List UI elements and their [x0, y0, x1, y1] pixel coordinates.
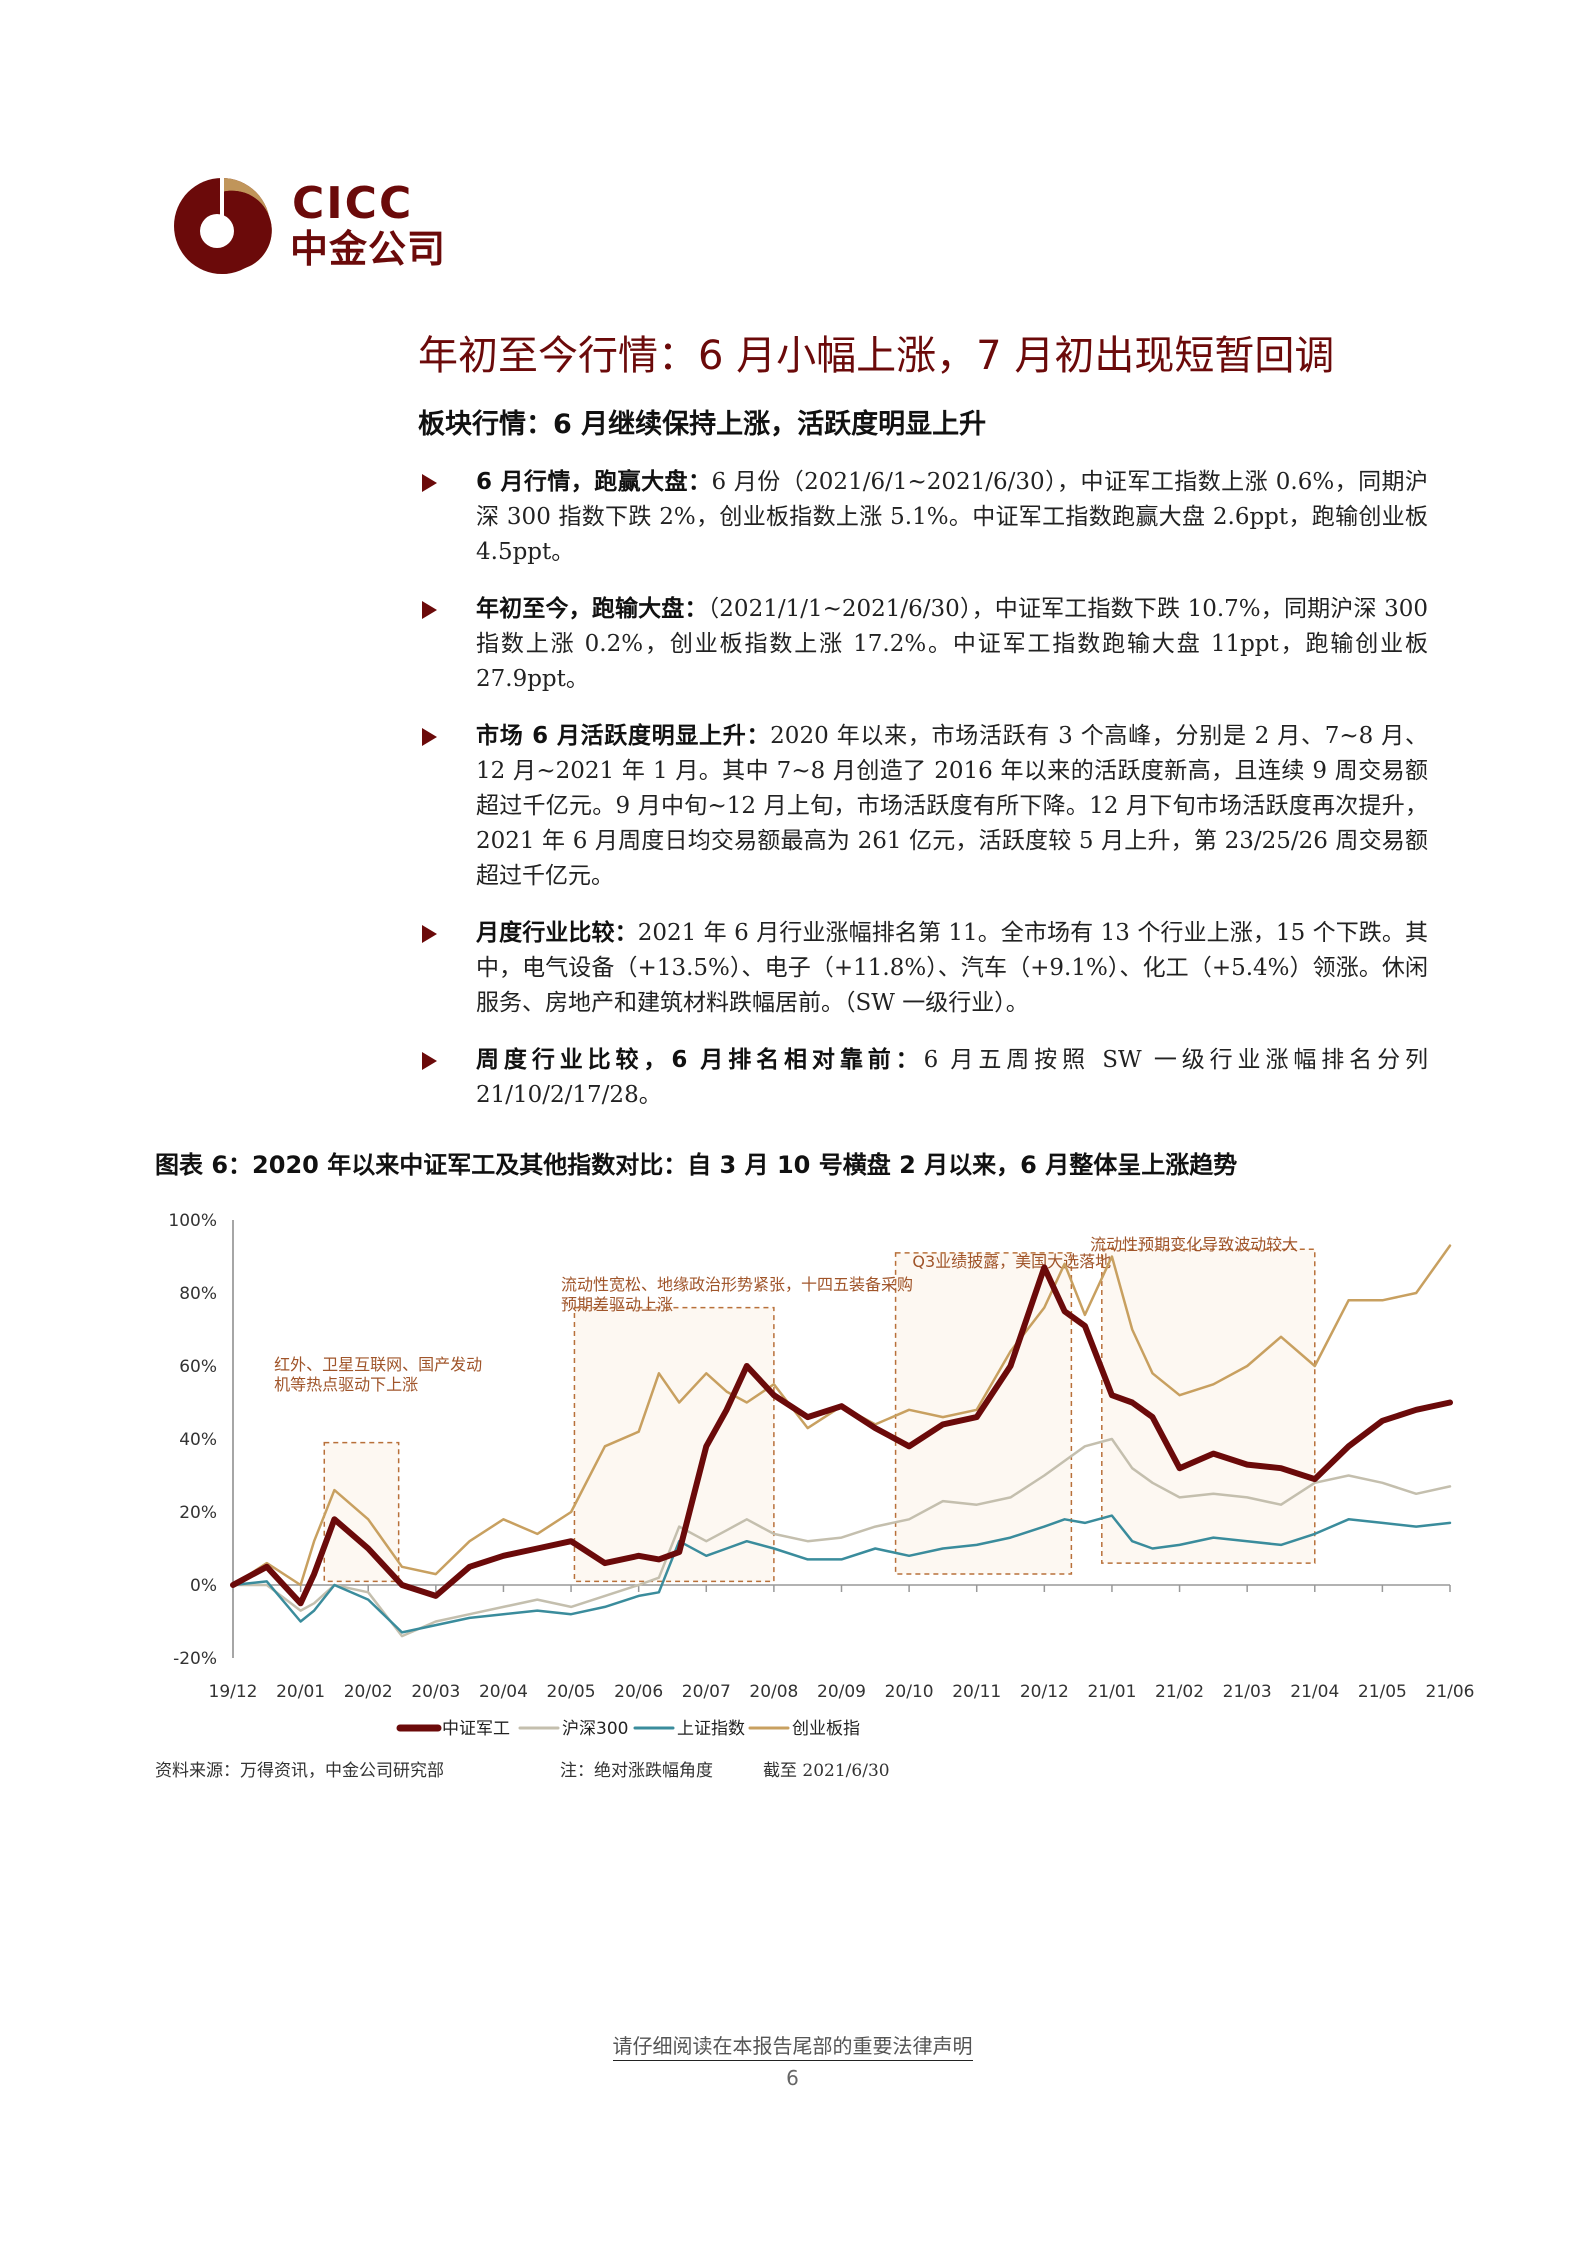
series-line [231, 1514, 1452, 1634]
bullet-item: 月度行业比较：2021 年 6 月行业涨幅排名第 11。全市场有 13 个行业上… [418, 916, 1428, 1021]
x-tick-label: 20/05 [547, 1682, 596, 1702]
annotation-text: 预期差驱动上涨 [561, 1295, 673, 1314]
y-tick-label: 60% [179, 1357, 217, 1377]
bullet-lead: 周度行业比较，6 月排名相对靠前： [476, 1047, 924, 1073]
bullet-item: 市场 6 月活跃度明显上升：2020 年以来，市场活跃有 3 个高峰，分别是 2… [418, 719, 1428, 894]
annotation-text: Q3业绩披露，美国大选落地 [912, 1252, 1111, 1271]
bullet-item: 周度行业比较，6 月排名相对靠前：6 月五周按照 SW 一级行业涨幅排名分列 2… [418, 1043, 1428, 1113]
figure-source: 资料来源：万得资讯，中金公司研究部 [155, 1761, 444, 1781]
bullet-item: 年初至今，跑输大盘：（2021/1/1~2021/6/30），中证军工指数下跌 … [418, 592, 1428, 697]
legend-label: 创业板指 [792, 1719, 860, 1739]
series-line [231, 1437, 1452, 1638]
y-tick-label: 100% [168, 1211, 217, 1231]
annotation-text: 流动性宽松、地缘政治形势紧张，十四五装备采购 [561, 1275, 913, 1294]
x-tick-label: 21/05 [1358, 1682, 1407, 1702]
legend-label: 上证指数 [677, 1719, 745, 1739]
x-tick-label: 20/01 [276, 1682, 325, 1702]
x-tick-label: 21/01 [1087, 1682, 1136, 1702]
legend-label: 沪深300 [562, 1719, 628, 1739]
annotation-text: 流动性预期变化导致波动较大 [1090, 1235, 1298, 1254]
section-subtitle: 板块行情：6 月继续保持上涨，活跃度明显上升 [418, 409, 987, 440]
triangle-bullet-icon [422, 728, 437, 746]
bullet-item: 6 月行情，跑赢大盘：6 月份（2021/6/1~2021/6/30），中证军工… [418, 465, 1428, 570]
brand-name-en: CICC [292, 178, 414, 229]
y-tick-label: 80% [179, 1284, 217, 1304]
x-tick-label: 20/03 [411, 1682, 460, 1702]
x-tick-label: 20/02 [344, 1682, 393, 1702]
bullet-lead: 6 月行情，跑赢大盘： [476, 469, 712, 495]
x-tick-label: 20/08 [749, 1682, 798, 1702]
triangle-bullet-icon [422, 601, 437, 619]
x-tick-label: 21/02 [1155, 1682, 1204, 1702]
bullet-text: 2021 年 6 月行业涨幅排名第 11。全市场有 13 个行业上涨，15 个下… [476, 920, 1429, 1016]
y-tick-label: -20% [173, 1649, 217, 1669]
y-tick-label: 40% [179, 1430, 217, 1450]
bullet-list: 6 月行情，跑赢大盘：6 月份（2021/6/1~2021/6/30），中证军工… [418, 465, 1428, 1135]
x-tick-label: 21/04 [1290, 1682, 1339, 1702]
x-tick-label: 20/10 [885, 1682, 934, 1702]
x-tick-label: 21/06 [1426, 1682, 1475, 1702]
bullet-text: （2021/1/1~2021/6/30），中证军工指数下跌 10.7%，同期沪深… [476, 596, 1428, 692]
y-tick-label: 20% [179, 1503, 217, 1523]
figure-title: 图表 6：2020 年以来中证军工及其他指数对比：自 3 月 10 号横盘 2 … [155, 1151, 1238, 1179]
bullet-lead: 月度行业比较： [476, 920, 638, 946]
series-line [230, 1264, 1453, 1607]
page-number: 6 [786, 2066, 799, 2090]
x-tick-label: 20/06 [614, 1682, 663, 1702]
bullet-text: 6 月五周按照 SW 一级行业涨幅排名分列 21/10/2/17/28。 [476, 1047, 1429, 1108]
series-line [231, 1244, 1452, 1587]
bullet-lead: 年初至今，跑输大盘： [476, 596, 708, 622]
x-tick-label: 20/07 [682, 1682, 731, 1702]
x-tick-label: 19/12 [209, 1682, 258, 1702]
triangle-bullet-icon [422, 1052, 437, 1070]
brand-name-cn: 中金公司 [290, 227, 447, 271]
x-tick-label: 20/04 [479, 1682, 528, 1702]
x-tick-label: 21/03 [1223, 1682, 1272, 1702]
annotation-text: 机等热点驱动下上涨 [274, 1375, 418, 1394]
annotation-text: 红外、卫星互联网、国产发动 [274, 1355, 482, 1374]
y-tick-label: 0% [190, 1576, 217, 1596]
triangle-bullet-icon [422, 474, 437, 492]
page-title: 年初至今行情：6 月小幅上涨，7 月初出现短暂回调 [418, 333, 1335, 379]
legend-label: 中证军工 [442, 1719, 510, 1739]
figure-note: 注：绝对涨跌幅角度 [560, 1761, 713, 1781]
bullet-lead: 市场 6 月活跃度明显上升： [476, 723, 771, 749]
figure-as-of: 截至 2021/6/30 [763, 1761, 890, 1781]
bullet-text: 6 月份（2021/6/1~2021/6/30），中证军工指数上涨 0.6%，同… [476, 469, 1428, 565]
bullet-text: 2020 年以来，市场活跃有 3 个高峰，分别是 2 月、7~8 月、12 月~… [476, 723, 1428, 889]
x-tick-label: 20/11 [952, 1682, 1001, 1702]
x-tick-label: 20/09 [817, 1682, 866, 1702]
legal-disclaimer-link[interactable]: 请仔细阅读在本报告尾部的重要法律声明 [0, 2030, 1585, 2061]
triangle-bullet-icon [422, 925, 437, 943]
x-tick-label: 20/12 [1020, 1682, 1069, 1702]
cicc-logo-icon [174, 178, 272, 274]
